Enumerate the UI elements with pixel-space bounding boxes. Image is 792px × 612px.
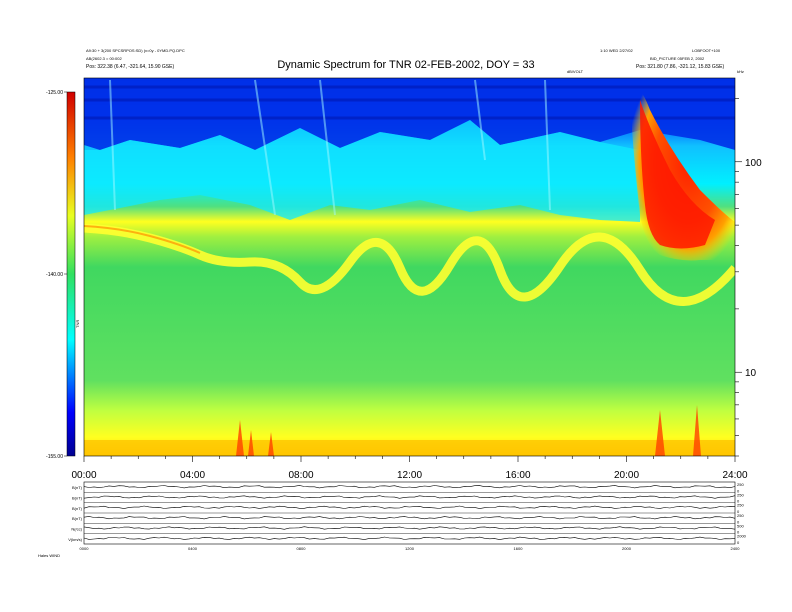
panel-right-tick-top-0: 250 xyxy=(737,482,744,487)
y-axis: 100 10 xyxy=(735,98,762,457)
header-left-line-1: A9:30 + 3(200 SPCSRPOS:SD) (x=0y - 0YMD.… xyxy=(86,48,185,53)
header-right-line-1: 1:10 WED 2/27/02 xyxy=(600,48,633,53)
x-tick-label-2: 08:00 xyxy=(288,470,313,481)
colorbar xyxy=(66,91,76,457)
panel-label-4: N(/cc) xyxy=(71,527,82,532)
upper-dark-band xyxy=(84,78,735,150)
panel-trace-0 xyxy=(83,485,736,489)
panel-x-tick-label-5: 2000 xyxy=(622,546,632,551)
x-tick-label-6: 24:00 xyxy=(722,470,747,481)
x-axis: 00:00 04:00 08:00 12:00 16:00 20:00 24:00 xyxy=(71,456,748,481)
panel-right-tick-bottom-1: 0 xyxy=(737,499,740,504)
bottom-spikes xyxy=(236,405,701,456)
panel-trace-3 xyxy=(83,516,736,520)
footer-label: Hales WIND xyxy=(38,553,60,558)
x-tick-label-4: 16:00 xyxy=(505,470,530,481)
colorbar-tick-label-0: -125.00 xyxy=(46,90,63,96)
panel-trace-4 xyxy=(83,526,736,530)
x-tick-label-0: 00:00 xyxy=(71,470,96,481)
panel-right-tick-top-4: 500 xyxy=(737,523,744,528)
header-right-line-2: LOBFOOT+100 xyxy=(692,48,721,53)
panel-right-tick-top-3: 250 xyxy=(737,513,744,518)
spike-2 xyxy=(248,430,254,456)
panel-right-tick-bottom-4: 0 xyxy=(737,530,740,535)
streak-1 xyxy=(109,79,116,211)
spike-3 xyxy=(268,432,274,456)
streak-3 xyxy=(319,79,336,216)
cyan-band xyxy=(84,120,640,222)
panel-right-tick-bottom-2: 0 xyxy=(737,509,740,514)
colorbar-label: TNR xyxy=(75,320,80,328)
y-tick-label-0: 100 xyxy=(745,158,762,169)
panel-label-3: B(nT) xyxy=(72,516,83,521)
chart-title: Dynamic Spectrum for TNR 02-FEB-2002, DO… xyxy=(277,59,534,71)
header-left-line-2: AB(2602.3 = 00:002 xyxy=(86,56,122,61)
panel-x-tick-label-0: 0000 xyxy=(80,546,90,551)
panel-right-tick-top-1: 250 xyxy=(737,492,744,497)
streak-2 xyxy=(254,79,276,216)
x-tick-label-5: 20:00 xyxy=(614,470,639,481)
header-left: A9:30 + 3(200 SPCSRPOS:SD) (x=0y - 0YMD.… xyxy=(86,48,185,70)
plasma-line-band xyxy=(84,223,735,306)
colorbar-tick-label-2: -155.00 xyxy=(46,454,63,460)
spike-5 xyxy=(693,405,701,456)
panel-right-tick-bottom-3: 0 xyxy=(737,519,740,524)
panel-x-tick-label-1: 0400 xyxy=(188,546,198,551)
x-tick-label-3: 12:00 xyxy=(397,470,422,481)
lower-panels: B(nT)2500B(nT)2500B(nT)2500B(nT)2500N(/c… xyxy=(68,481,747,551)
header-left-line-3: Pos: 322.38 (6.47, -321.64, 15.90 GSE) xyxy=(86,64,174,70)
vertical-streaks xyxy=(109,79,551,216)
x-tick-label-1: 04:00 xyxy=(180,470,205,481)
spike-1 xyxy=(236,420,244,456)
colorbar-tick-label-1: -140.00 xyxy=(46,272,63,278)
spike-4 xyxy=(655,410,665,456)
colorbar-ticks: -125.00 -140.00 -155.00 xyxy=(46,90,67,460)
panel-trace-5 xyxy=(83,536,736,540)
streak-4 xyxy=(474,79,486,161)
bottom-band xyxy=(84,440,735,456)
panel-x-tick-label-3: 1200 xyxy=(405,546,415,551)
header-center-small: dB/VOLT xyxy=(567,69,584,74)
y-axis-label: kHz xyxy=(737,69,744,74)
header-right: 1:10 WED 2/27/02 LOBFOOT+100 BID_PICTURE… xyxy=(600,48,724,70)
header-right-line-3: BID_PICTURE 05FEB 2, 2002 xyxy=(650,56,705,61)
burst-inner xyxy=(640,100,715,249)
panel-trace-1 xyxy=(83,495,736,499)
upper-dark-stripes xyxy=(84,85,735,120)
panel-right-tick-top-2: 250 xyxy=(737,503,744,508)
panel-label-5: V(km/s) xyxy=(68,537,82,542)
panel-right-tick-bottom-5: 0 xyxy=(737,540,740,545)
panel-x-tick-label-2: 0800 xyxy=(297,546,307,551)
panel-x-tick-label-6: 2400 xyxy=(731,546,741,551)
panel-x-tick-label-4: 1600 xyxy=(514,546,524,551)
panel-label-0: B(nT) xyxy=(72,485,83,490)
panel-trace-2 xyxy=(83,505,736,509)
panel-label-1: B(nT) xyxy=(72,496,83,501)
header-right-line-4: Pos: 321.80 (7.86, -321.12, 15.83 GSE) xyxy=(636,64,724,70)
panel-label-2: B(nT) xyxy=(72,506,83,511)
panel-right-tick-bottom-0: 0 xyxy=(737,488,740,493)
panel-right-tick-top-5: 2000 xyxy=(737,534,747,539)
y-tick-label-1: 10 xyxy=(745,368,757,379)
plasma-line-edge xyxy=(84,225,201,254)
spectrogram xyxy=(84,78,735,456)
streak-5 xyxy=(544,79,551,211)
